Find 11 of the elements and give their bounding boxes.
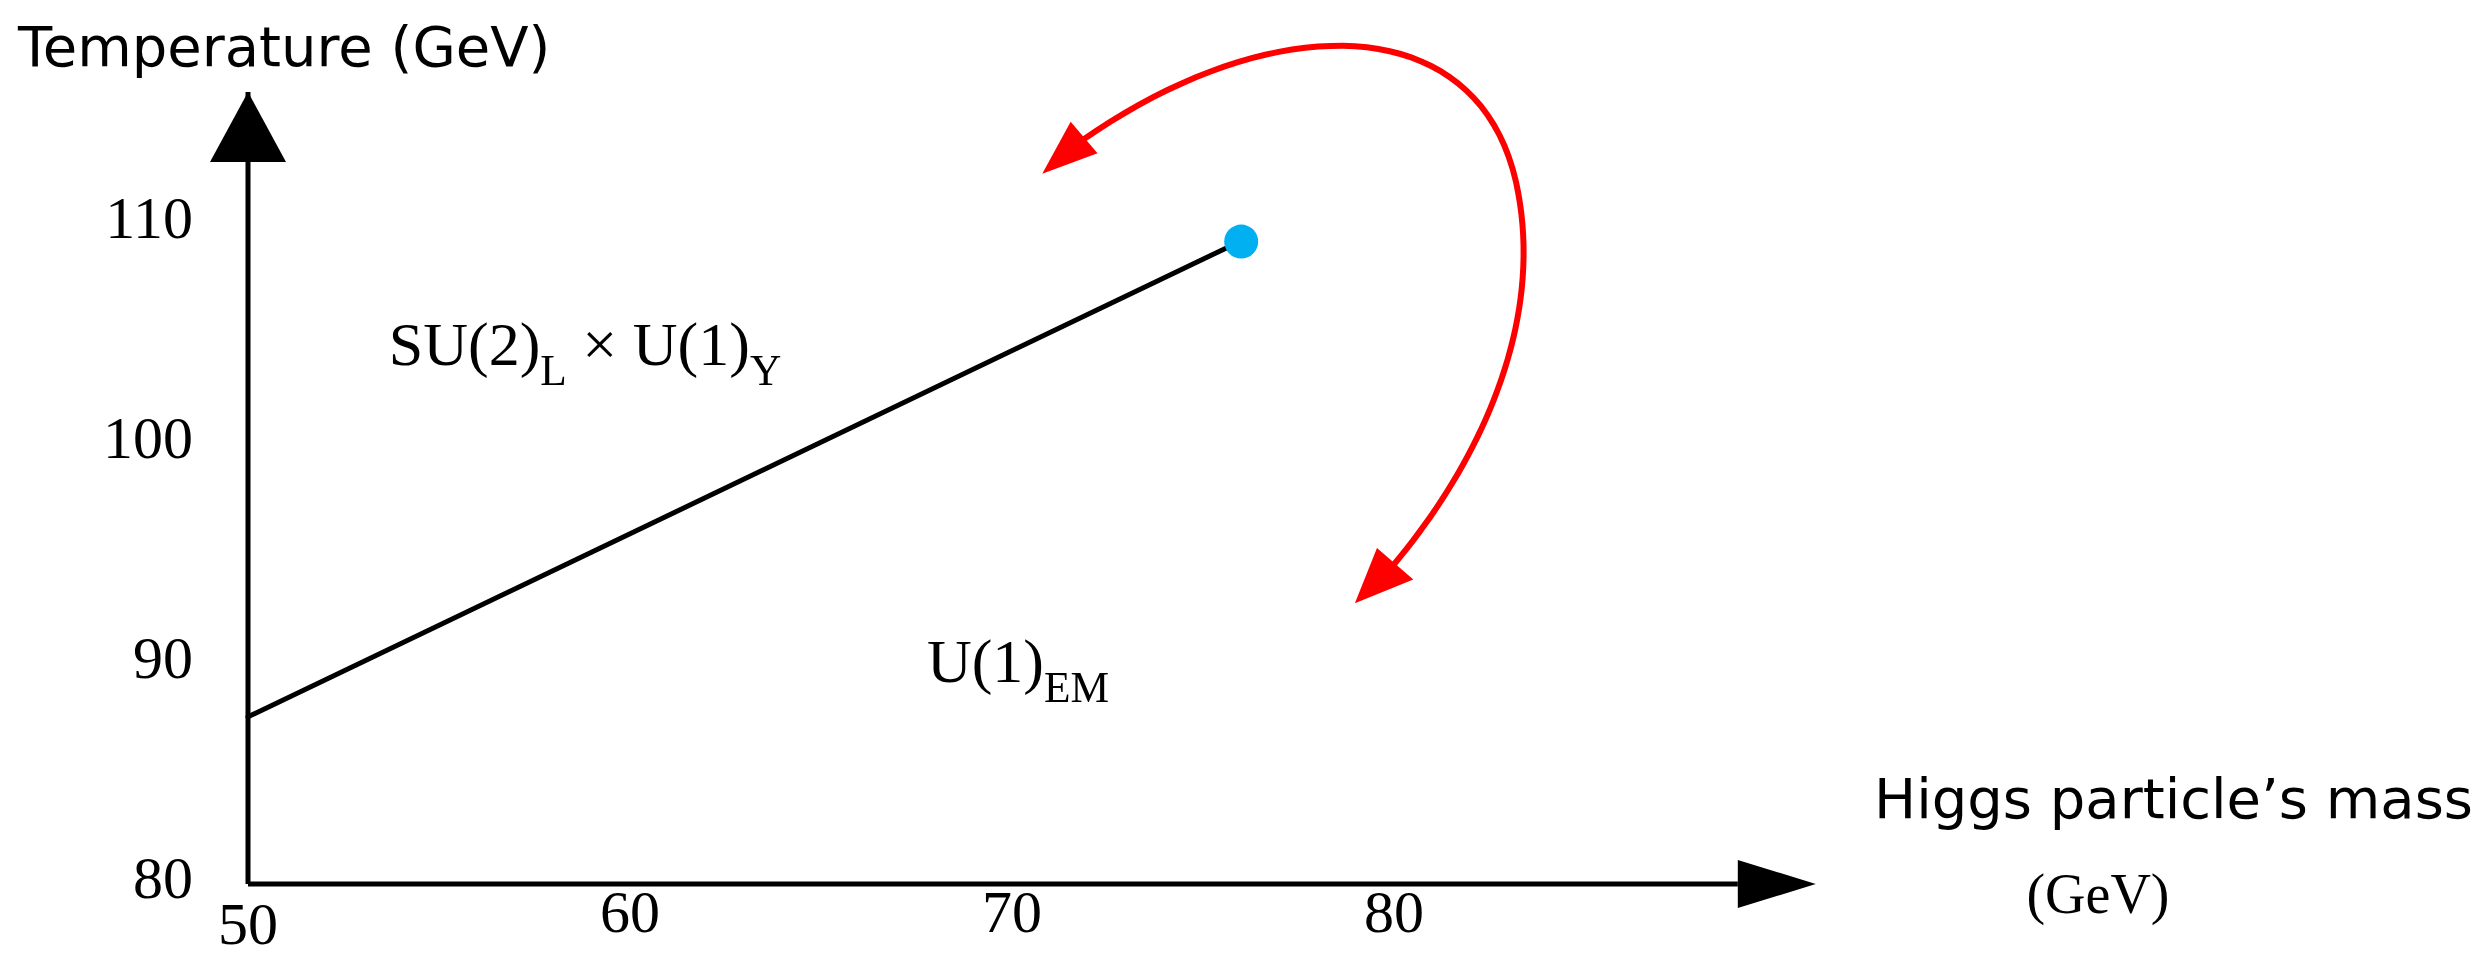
annotation: U(1)$_{EM}$: [926, 627, 1110, 711]
y-tick-label: 90: [133, 624, 193, 691]
y-axis-title: Temperature (GeV): [17, 14, 551, 79]
x-tick-label: 50: [218, 891, 278, 957]
y-tick-label: 110: [105, 184, 193, 251]
annotation: SU(2)$_{L}$ × U(1)$_{Y}$: [388, 310, 782, 394]
x-axis-title: Higgs particle’s mass (GeV): [1874, 766, 2473, 926]
x-tick-label: 60: [600, 879, 660, 945]
x-tick-label: 70: [982, 879, 1042, 945]
y-tick-label: 100: [103, 404, 193, 471]
x-tick-label: 80: [1364, 879, 1424, 945]
